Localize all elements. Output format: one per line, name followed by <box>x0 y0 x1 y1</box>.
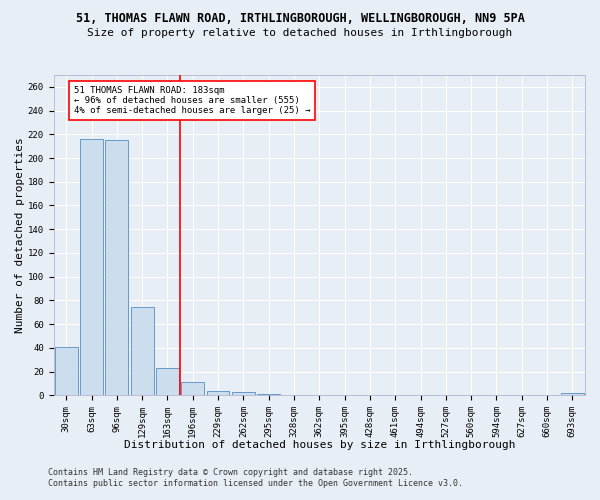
Text: Contains HM Land Registry data © Crown copyright and database right 2025.
Contai: Contains HM Land Registry data © Crown c… <box>48 468 463 487</box>
Bar <box>131 308 154 395</box>
Bar <box>207 390 229 395</box>
Bar <box>561 393 584 395</box>
Text: 51, THOMAS FLAWN ROAD, IRTHLINGBOROUGH, WELLINGBOROUGH, NN9 5PA: 51, THOMAS FLAWN ROAD, IRTHLINGBOROUGH, … <box>76 12 524 26</box>
Text: 51 THOMAS FLAWN ROAD: 183sqm
← 96% of detached houses are smaller (555)
4% of se: 51 THOMAS FLAWN ROAD: 183sqm ← 96% of de… <box>74 86 310 116</box>
X-axis label: Distribution of detached houses by size in Irthlingborough: Distribution of detached houses by size … <box>124 440 515 450</box>
Bar <box>181 382 204 395</box>
Text: Size of property relative to detached houses in Irthlingborough: Size of property relative to detached ho… <box>88 28 512 38</box>
Bar <box>55 346 77 395</box>
Bar <box>80 139 103 395</box>
Bar <box>257 394 280 395</box>
Y-axis label: Number of detached properties: Number of detached properties <box>15 137 25 333</box>
Bar <box>106 140 128 395</box>
Bar <box>232 392 255 395</box>
Bar <box>156 368 179 395</box>
